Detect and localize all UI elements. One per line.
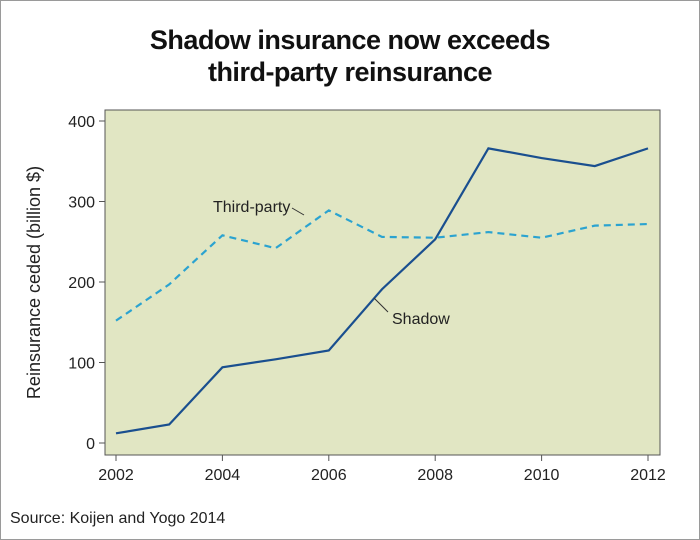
y-tick-label: 200 bbox=[68, 275, 95, 292]
x-tick-label: 2010 bbox=[524, 467, 560, 484]
x-tick-label: 2012 bbox=[630, 467, 666, 484]
x-tick-label: 2006 bbox=[311, 467, 347, 484]
annotation-shadow: Shadow bbox=[392, 311, 450, 328]
annotation-leader bbox=[373, 297, 389, 313]
source-note: Source: Koijen and Yogo 2014 bbox=[10, 510, 226, 527]
x-tick-label: 2004 bbox=[205, 467, 241, 484]
annotation-third-party: Third-party bbox=[213, 199, 290, 216]
x-tick-label: 2008 bbox=[417, 467, 453, 484]
y-tick-label: 100 bbox=[68, 356, 95, 373]
chart-title-line1: Shadow insurance now exceeds bbox=[149, 25, 551, 55]
y-tick-label: 300 bbox=[68, 195, 95, 212]
x-tick-label: 2002 bbox=[98, 467, 134, 484]
y-tick-label: 0 bbox=[86, 436, 95, 453]
y-axis-label: Reinsurance ceded (billion $) bbox=[24, 166, 44, 399]
annotation-leader bbox=[291, 207, 305, 216]
plot-area bbox=[104, 109, 661, 456]
chart-title-line2: third-party reinsurance bbox=[207, 57, 493, 87]
y-tick-label: 400 bbox=[68, 114, 95, 131]
